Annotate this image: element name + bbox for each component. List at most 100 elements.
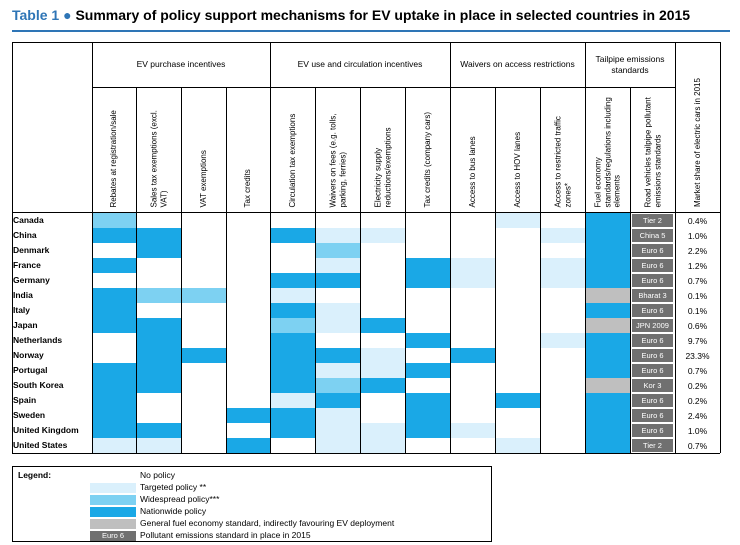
policy-cell [92,333,136,348]
policy-cell [360,363,405,378]
column-header: Road vehicles tailpipe pollutant emissio… [630,87,675,212]
column-header: Sales tax exemptions (excl. VAT) [136,87,181,212]
policy-cell [92,273,136,288]
column-header: VAT exemptions [181,87,226,212]
policy-cell [181,273,226,288]
policy-cell [540,363,585,378]
policy-cell [495,318,540,333]
policy-cell [585,438,630,453]
policy-cell [450,378,495,393]
group-header: EV use and circulation incentives [297,59,423,70]
policy-cell [315,288,360,303]
market-share: 0.7% [687,365,708,376]
policy-cell [540,273,585,288]
policy-cell [181,378,226,393]
policy-cell [226,363,270,378]
policy-cell [92,213,136,228]
policy-cell [315,348,360,363]
policy-cell [315,243,360,258]
policy-cell [585,318,630,333]
policy-cell [136,363,181,378]
policy-cell [585,393,630,408]
policy-cell [450,408,495,423]
country-label: India [13,290,33,300]
policy-cell [226,288,270,303]
legend-box [12,466,492,542]
policy-cell [495,213,540,228]
policy-cell [360,318,405,333]
policy-cell [270,378,315,393]
group-header: EV purchase incentives [136,59,226,70]
column-header-label: Access to restricted traffic zones* [552,115,572,207]
policy-cell [270,318,315,333]
policy-cell [405,303,450,318]
emission-standard: Euro 6 [632,244,673,257]
policy-cell [136,228,181,243]
policy-cell [226,333,270,348]
policy-cell [495,273,540,288]
group-header: Waivers on access restrictions [460,59,575,70]
legend-label: General fuel economy standard, indirectl… [140,518,395,528]
market-share: 0.1% [687,290,708,301]
emission-standard: Euro 6 [632,334,673,347]
policy-cell [495,243,540,258]
policy-cell [270,348,315,363]
policy-cell [226,393,270,408]
policy-cell [136,423,181,438]
market-share: 1.2% [687,260,708,271]
policy-cell [181,228,226,243]
country-label: United States [13,440,68,450]
policy-cell [315,228,360,243]
policy-cell [540,318,585,333]
grid-line [226,87,227,453]
policy-cell [495,378,540,393]
grid-line [92,42,93,453]
emission-standard: Tier 2 [632,439,673,452]
policy-cell [92,438,136,453]
policy-cell [92,303,136,318]
policy-cell [450,243,495,258]
country-label: Portugal [13,365,48,375]
policy-cell [450,258,495,273]
policy-cell [226,378,270,393]
policy-cell [495,288,540,303]
policy-cell [270,423,315,438]
policy-cell [315,318,360,333]
policy-cell [315,438,360,453]
emission-standard: Euro 6 [632,409,673,422]
country-label: Sweden [13,410,46,420]
policy-cell [136,243,181,258]
title-text: Summary of policy support mechanisms for… [75,7,691,23]
policy-cell [405,288,450,303]
policy-cell [540,423,585,438]
policy-cell [315,408,360,423]
column-header: Tax credits (company cars) [405,87,450,212]
policy-cell [450,288,495,303]
policy-cell [181,258,226,273]
policy-cell [315,333,360,348]
column-header-label: Tax credits [243,168,253,207]
column-header-label: Electricity supply reductions/exemptions [372,126,392,207]
policy-cell [540,333,585,348]
policy-cell [270,228,315,243]
policy-cell [585,363,630,378]
emission-standard: Euro 6 [632,424,673,437]
market-share: 0.7% [687,275,708,286]
policy-cell [585,333,630,348]
policy-cell [450,363,495,378]
policy-cell [92,393,136,408]
policy-cell [540,258,585,273]
market-share: 1.0% [687,230,708,241]
policy-cell [181,408,226,423]
policy-cell [360,228,405,243]
legend-label: Nationwide policy [140,506,207,516]
policy-cell [360,408,405,423]
country-label: South Korea [13,380,64,390]
policy-cell [136,273,181,288]
policy-cell [226,228,270,243]
policy-cell [136,303,181,318]
policy-cell [92,378,136,393]
policy-cell [585,288,630,303]
title-rule [12,30,730,32]
